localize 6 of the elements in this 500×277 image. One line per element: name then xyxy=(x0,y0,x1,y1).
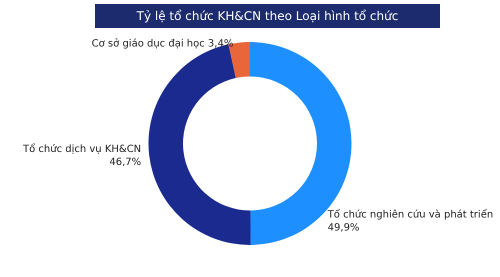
data-label: 49,9% xyxy=(328,222,360,234)
data-label: 46,7% xyxy=(109,157,142,168)
slice-label: Tổ chức dịch vụ KH&CN xyxy=(22,143,142,156)
slice-label: Tổ chức nghiên cứu và phát triển xyxy=(326,208,494,220)
chart-title: Tỷ lệ tổ chức KH&CN theo Loại hình tổ chức xyxy=(95,4,440,28)
slice-label: Cơ sở giáo dục đại học 3,4% xyxy=(92,38,234,50)
